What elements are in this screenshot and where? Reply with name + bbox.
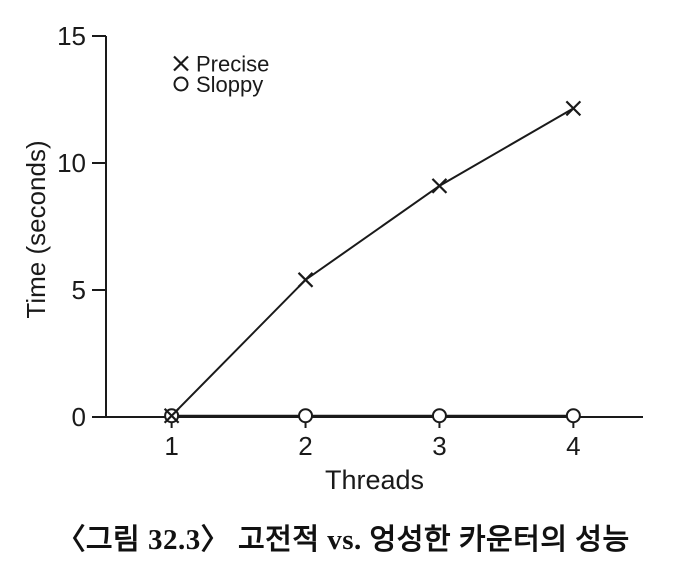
x-tick-label: 2 <box>298 431 312 461</box>
x-tick-label: 1 <box>164 431 178 461</box>
y-axis-label: Time (seconds) <box>21 140 51 318</box>
marker-sloppy <box>298 408 314 424</box>
x-tick-label: 4 <box>566 431 580 461</box>
chart-svg: 0 5 10 15 1 2 3 4 Threads Time (seconds) PreciseSl… <box>21 21 643 495</box>
marker-sloppy <box>431 408 447 424</box>
legend-marker-sloppy <box>173 76 189 92</box>
legend-label-sloppy: Sloppy <box>196 72 263 97</box>
marker-precise <box>431 178 448 194</box>
y-tick-label: 15 <box>57 21 86 51</box>
legend-marker-precise <box>173 55 189 72</box>
legend-label-precise: Precise <box>196 52 269 77</box>
y-tick-label: 5 <box>72 275 86 305</box>
figure-caption: 〈그림 32.3〉 고전적 vs. 엉성한 카운터의 성능 <box>56 524 630 556</box>
x-tick-label: 3 <box>432 431 446 461</box>
marker-precise <box>565 100 582 117</box>
x-axis-label: Threads <box>325 465 424 495</box>
y-tick-label: 10 <box>57 148 86 178</box>
y-tick-label: 0 <box>72 402 86 432</box>
marker-sloppy <box>565 408 581 424</box>
marker-precise <box>163 407 180 424</box>
marker-precise <box>297 272 314 288</box>
series-line-precise <box>170 107 574 417</box>
